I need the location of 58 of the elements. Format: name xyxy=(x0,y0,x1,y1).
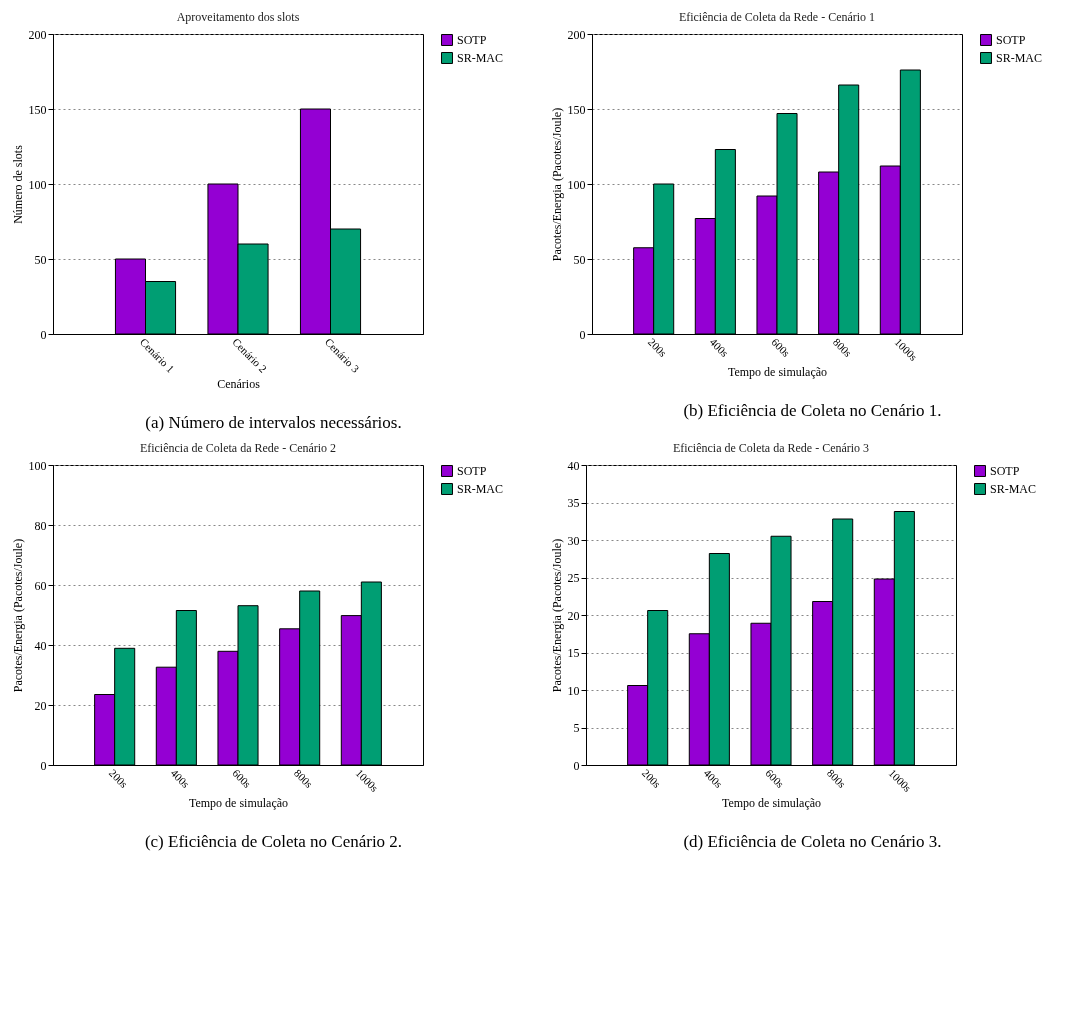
x-tick-label: 800s xyxy=(830,335,855,359)
y-tick-label: 60 xyxy=(34,578,47,593)
y-tick-label: 100 xyxy=(567,177,586,192)
x-tick-label: 600s xyxy=(769,335,793,359)
y-tick-label: 40 xyxy=(567,458,580,473)
x-tick-label: 400s xyxy=(707,335,731,359)
y-tick-label: 50 xyxy=(34,252,47,267)
y-tick-label: 0 xyxy=(579,327,586,342)
x-tick-label: 800s xyxy=(291,766,316,790)
chart-title: Eficiência de Coleta da Rede - Cenário 1 xyxy=(678,10,876,24)
legend-label: SOTP xyxy=(457,464,487,478)
legend-label: SOTP xyxy=(457,33,487,47)
chart-title: Eficiência de Coleta da Rede - Cenário 2 xyxy=(139,441,337,455)
y-tick-label: 100 xyxy=(28,458,47,473)
x-axis-title: Cenários xyxy=(217,376,261,391)
chart-title: Aproveitamento dos slots xyxy=(176,10,300,24)
y-tick-label: 200 xyxy=(28,27,47,42)
y-tick-label: 40 xyxy=(34,638,47,653)
y-tick-label: 80 xyxy=(34,518,47,533)
legend-label: SR-MAC xyxy=(457,482,504,496)
y-tick-label: 100 xyxy=(28,177,47,192)
y-tick-label: 0 xyxy=(40,327,47,342)
x-tick-label: 600s xyxy=(230,766,254,790)
y-axis-title: Número de slots xyxy=(10,144,25,224)
y-tick-label: 0 xyxy=(40,758,47,773)
y-tick-label: 30 xyxy=(567,533,580,548)
legend-label: SR-MAC xyxy=(990,482,1037,496)
x-axis-title: Tempo de simulação xyxy=(188,795,289,810)
legend-label: SR-MAC xyxy=(457,51,504,65)
text: (d) Eficiência de Coleta no Cenário 3. xyxy=(682,832,943,852)
text: (c) Eficiência de Coleta no Cenário 2. xyxy=(143,832,404,852)
y-tick-label: 20 xyxy=(34,698,47,713)
x-tick-label: 400s xyxy=(701,766,725,790)
text: (a) Número de intervalos necessários. xyxy=(144,413,403,433)
y-axis-title: Pacotes/Energia (Pacotes/Joule) xyxy=(549,538,564,693)
y-tick-label: 200 xyxy=(567,27,586,42)
x-tick-label: 400s xyxy=(168,766,192,790)
y-tick-label: 25 xyxy=(567,571,580,585)
y-tick-label: 0 xyxy=(573,758,580,773)
y-tick-label: 35 xyxy=(567,496,580,510)
y-tick-label: 5 xyxy=(573,721,580,735)
y-tick-label: 10 xyxy=(567,683,580,698)
legend-label: SOTP xyxy=(990,464,1020,478)
y-tick-label: 50 xyxy=(573,252,586,267)
y-axis-title: Pacotes/Energia (Pacotes/Joule) xyxy=(549,107,564,262)
legend-label: SR-MAC xyxy=(996,51,1043,65)
y-tick-label: 150 xyxy=(28,102,47,117)
y-tick-label: 20 xyxy=(567,608,580,623)
x-tick-label: 800s xyxy=(824,766,849,790)
x-axis-title: Tempo de simulação xyxy=(721,795,822,810)
y-tick-label: 15 xyxy=(567,646,580,660)
x-tick-label: 600s xyxy=(763,766,787,790)
text: (b) Eficiência de Coleta no Cenário 1. xyxy=(682,401,943,421)
legend-label: SOTP xyxy=(996,33,1026,47)
y-tick-label: 150 xyxy=(567,102,586,117)
chart-title: Eficiência de Coleta da Rede - Cenário 3 xyxy=(672,441,870,455)
x-axis-title: Tempo de simulação xyxy=(727,364,828,379)
y-axis-title: Pacotes/Energia (Pacotes/Joule) xyxy=(10,538,25,693)
